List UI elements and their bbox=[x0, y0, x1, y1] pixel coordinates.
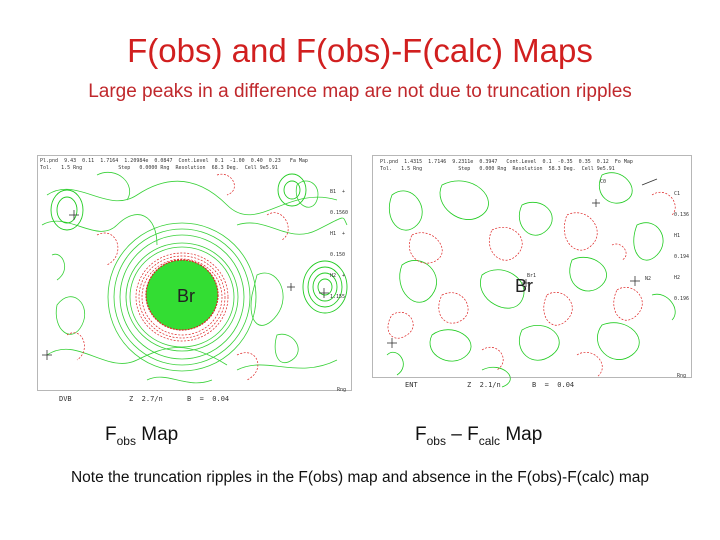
fobs-map-panel: Pl.pnd 9.43 0.11 1.7164 1.20984e 0.0847 … bbox=[37, 155, 352, 405]
fobs-fcalc-map-footer-mid: Z 2.1/n bbox=[467, 381, 501, 389]
caption-subscript: calc bbox=[478, 433, 501, 448]
caption-text: F bbox=[105, 424, 117, 445]
fobs-map-footer-left: DVB bbox=[59, 395, 72, 403]
side-line: H1 bbox=[674, 233, 681, 239]
fobs-map-footer-right: B = 0.04 bbox=[187, 395, 230, 403]
fobs-map-header-line2: Tol. 1.5 Rng Step 0.0000 Rng Resolution … bbox=[40, 165, 278, 171]
br-atom-superscript: Br1 bbox=[527, 273, 537, 279]
fobs-fcalc-map-header-line2: Tol. 1.5 Rng Step 0.000 Rng Resolution 5… bbox=[380, 166, 615, 172]
slide-subtitle: Large peaks in a difference map are not … bbox=[88, 81, 632, 102]
fobs-map-footer-mid: Z 2.7/n bbox=[129, 395, 163, 403]
br-atom-label: Br bbox=[515, 276, 533, 296]
side-line: H2 bbox=[674, 275, 681, 281]
side-line: 0.136 bbox=[674, 212, 690, 218]
slide-title: F(obs) and F(obs)-F(calc) Maps bbox=[127, 32, 593, 69]
slide-note: Note the truncation ripples in the F(obs… bbox=[70, 469, 650, 486]
fobs-map-caption: Fobs Map bbox=[105, 424, 178, 448]
fobs-fcalc-map-corner-label: Rng bbox=[677, 373, 687, 379]
fobs-fcalc-map-footer-right: B = 0.04 bbox=[532, 381, 575, 389]
side-line: 0.1560 bbox=[330, 210, 349, 216]
caption-text: Map bbox=[135, 424, 179, 445]
fobs-map-header-line1: Pl.pnd 9.43 0.11 1.7164 1.20984e 0.0847 … bbox=[40, 158, 308, 164]
side-line: H2 + bbox=[330, 273, 346, 279]
side-line: 1.155 bbox=[330, 294, 346, 300]
side-line: 0.196 bbox=[674, 296, 690, 302]
fobs-fcalc-map-header-line1: Pl.pnd 1.4315 1.7146 9.2311e 0.3947 Cont… bbox=[380, 159, 633, 165]
corner-atom-label-top: C0 bbox=[600, 179, 607, 185]
caption-text: Map bbox=[500, 424, 543, 445]
fobs-fcalc-map-panel: Pl.pnd 1.4315 1.7146 9.2311e 0.3947 Cont… bbox=[372, 155, 692, 405]
fobs-fcalc-map-footer-left: ENT bbox=[405, 381, 418, 389]
fobs-map-plot bbox=[37, 155, 352, 405]
side-line: H1 + bbox=[330, 231, 346, 237]
fobs-map-corner-label: Rng bbox=[337, 387, 347, 393]
br-atom-label: Br bbox=[177, 286, 195, 306]
side-line: 0.194 bbox=[674, 254, 690, 260]
corner-atom-label-right: N2 bbox=[645, 276, 652, 282]
side-line: 0.150 bbox=[330, 252, 346, 258]
caption-subscript: obs bbox=[116, 433, 136, 448]
caption-text: F bbox=[415, 424, 427, 445]
fobs-fcalc-map-caption: Fobs – Fcalc Map bbox=[415, 424, 542, 448]
side-line: C1 bbox=[674, 191, 681, 197]
caption-text: F bbox=[467, 424, 479, 445]
caption-subscript: obs bbox=[426, 433, 446, 448]
fobs-fcalc-map-plot bbox=[372, 155, 692, 405]
fobs-map-side-legend: B1 + 0.1560 H1 + 0.150 H2 + 1.155 bbox=[330, 175, 348, 315]
caption-text: – bbox=[445, 424, 468, 445]
fobs-fcalc-map-side-legend: C1 0.136 H1 0.194 H2 0.196 bbox=[674, 177, 689, 317]
side-line: B1 + bbox=[330, 189, 346, 195]
